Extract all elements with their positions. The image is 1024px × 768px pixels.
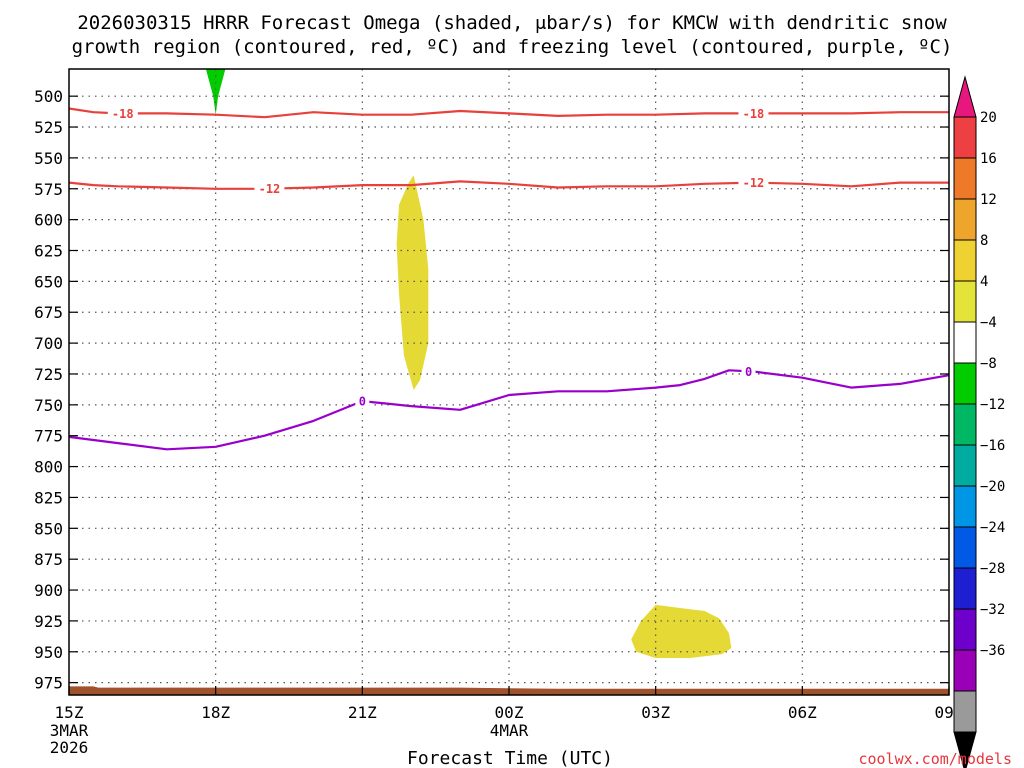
y-tick-label-925: 925 bbox=[34, 612, 63, 631]
colorbar-level-1: 16 bbox=[980, 151, 997, 167]
y-tick-label-550: 550 bbox=[34, 149, 63, 168]
colorbar: 20 16 12 8 4 −4 −8 −12 −16 −20 −24 −28 −32 −36 bbox=[953, 75, 1005, 768]
x-tick-label-03Z: 03Z bbox=[641, 703, 670, 722]
colorbar-level-8: −16 bbox=[980, 438, 1005, 454]
omega-shade-upper-green bbox=[205, 69, 226, 115]
colorbar-segment-9 bbox=[953, 444, 977, 487]
colorbar-bottom-arrow bbox=[953, 731, 977, 768]
colorbar-level-2: 12 bbox=[980, 192, 997, 208]
colorbar-segment-11 bbox=[953, 526, 977, 569]
x-axis-label: Forecast Time (UTC) bbox=[407, 748, 613, 768]
colorbar-level-10: −24 bbox=[980, 520, 1005, 536]
colorbar-segment-7 bbox=[953, 362, 977, 405]
colorbar-segment-6 bbox=[953, 321, 977, 364]
chart-title-line2: growth region (contoured, red, ºC) and f… bbox=[72, 36, 953, 58]
minus18-isotherm bbox=[68, 107, 949, 119]
omega-shade-midlevel-yellow bbox=[396, 175, 429, 390]
y-tick-label-775: 775 bbox=[34, 427, 63, 446]
y-tick-label-900: 900 bbox=[34, 581, 63, 600]
freezing-level-label-bg-1 bbox=[741, 364, 756, 379]
minus18-isotherm-label-bg-0 bbox=[107, 106, 138, 121]
grid-lines bbox=[69, 69, 949, 695]
colorbar-level-0: 20 bbox=[980, 110, 997, 126]
y-tick-label-700: 700 bbox=[34, 334, 63, 353]
minus12-isotherm-label-bg-1 bbox=[738, 175, 769, 190]
minus18-isotherm-label-1: -18 bbox=[743, 107, 765, 121]
credit-text: coolwx.com/models bbox=[858, 750, 1012, 768]
colorbar-segment-13 bbox=[953, 608, 977, 651]
colorbar-level-9: −20 bbox=[980, 479, 1005, 495]
y-tick-label-575: 575 bbox=[34, 180, 63, 199]
y-tick-label-600: 600 bbox=[34, 211, 63, 230]
y-tick-label-525: 525 bbox=[34, 118, 63, 137]
freezing-level-label-0: 0 bbox=[359, 395, 366, 409]
colorbar-level-7: −12 bbox=[980, 397, 1005, 413]
minus18-isotherm-label-bg-1 bbox=[738, 106, 769, 121]
y-tick-label-750: 750 bbox=[34, 396, 63, 415]
freezing-level-label-bg-0 bbox=[355, 394, 370, 409]
x-tick-year-15Z: 2026 bbox=[50, 738, 89, 757]
freezing-level-label-1: 0 bbox=[745, 365, 752, 379]
x-tick-label-00Z: 00Z bbox=[495, 703, 524, 722]
omega-shade-lowlevel-yellow bbox=[631, 604, 732, 658]
y-tick-label-500: 500 bbox=[34, 87, 63, 106]
x-tick-sublabel-15Z: 3MAR bbox=[50, 721, 89, 740]
colorbar-level-4: 4 bbox=[980, 274, 988, 290]
minus12-isotherm-label-0: -12 bbox=[259, 182, 281, 196]
y-tick-label-825: 825 bbox=[34, 488, 63, 507]
colorbar-level-13: −36 bbox=[980, 643, 1005, 659]
colorbar-segment-14 bbox=[953, 649, 977, 692]
minus12-isotherm-label-1: -12 bbox=[743, 176, 765, 190]
colorbar-segment-4 bbox=[953, 239, 977, 282]
colorbar-segment-15 bbox=[953, 690, 977, 733]
colorbar-segment-3 bbox=[953, 198, 977, 241]
colorbar-segment-5 bbox=[953, 280, 977, 323]
minus12-isotherm bbox=[68, 180, 949, 190]
colorbar-level-3: 8 bbox=[980, 233, 988, 249]
y-tick-label-675: 675 bbox=[34, 303, 63, 322]
chart-title-line1: 2026030315 HRRR Forecast Omega (shaded, … bbox=[77, 12, 947, 34]
colorbar-level-5: −4 bbox=[980, 315, 997, 331]
y-tick-label-950: 950 bbox=[34, 643, 63, 662]
x-tick-label-06Z: 06Z bbox=[788, 703, 817, 722]
contour-lines: -18 -18 -12 -12 0 0 bbox=[68, 106, 950, 451]
colorbar-level-6: −8 bbox=[980, 356, 997, 372]
colorbar-level-12: −32 bbox=[980, 602, 1005, 618]
minus18-isotherm-label-0: -18 bbox=[112, 107, 134, 121]
minus12-isotherm-label-bg-0 bbox=[254, 181, 285, 196]
colorbar-top-arrow bbox=[953, 75, 977, 118]
x-tick-label-18Z: 18Z bbox=[201, 703, 230, 722]
colorbar-segment-10 bbox=[953, 485, 977, 528]
colorbar-segment-1 bbox=[953, 116, 977, 159]
colorbar-segment-2 bbox=[953, 157, 977, 200]
y-tick-label-725: 725 bbox=[34, 365, 63, 384]
x-tick-sublabel-00Z: 4MAR bbox=[490, 721, 529, 740]
x-tick-label-21Z: 21Z bbox=[348, 703, 377, 722]
colorbar-segment-12 bbox=[953, 567, 977, 610]
colorbar-level-11: −28 bbox=[980, 561, 1005, 577]
y-tick-label-625: 625 bbox=[34, 242, 63, 261]
colorbar-segment-8 bbox=[953, 403, 977, 446]
y-tick-label-650: 650 bbox=[34, 272, 63, 291]
y-tick-label-875: 875 bbox=[34, 550, 63, 569]
freezing-level bbox=[68, 369, 950, 451]
y-tick-label-975: 975 bbox=[34, 674, 63, 693]
y-tick-label-850: 850 bbox=[34, 519, 63, 538]
y-axis-ticks: 500 525 550 575 600 625 650 675 700 725 750 775 800 8… bbox=[34, 87, 949, 693]
x-tick-label-15Z: 15Z bbox=[55, 703, 84, 722]
y-tick-label-800: 800 bbox=[34, 458, 63, 477]
